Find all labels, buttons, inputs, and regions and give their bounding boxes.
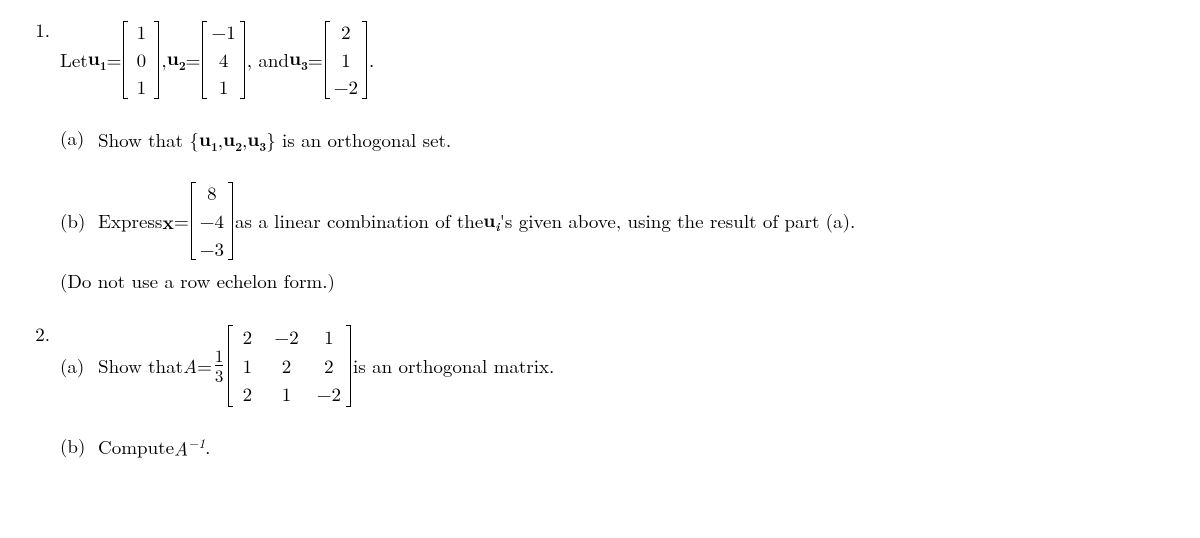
u2-2: 1: [215, 75, 233, 100]
q2b-dot: .: [205, 435, 210, 460]
A-20: 2: [238, 382, 256, 407]
q2b-text: Compute A−1 .: [98, 434, 1166, 461]
A-02: 1: [320, 325, 338, 350]
matrix-u2: −1 4 1: [202, 18, 244, 102]
q2-number: 2.: [14, 322, 60, 347]
A-21: 1: [278, 382, 296, 407]
q2b-t1: Compute: [98, 435, 174, 460]
x-0: 8: [203, 181, 221, 206]
matrix-A: 2 −2 1 1 2 2 2 1 −2: [228, 322, 351, 410]
q1-note: (Do not use a row echelon form.): [60, 269, 1166, 294]
q1b-t2: as a linear combination of the: [235, 209, 483, 234]
u1-1: 0: [132, 48, 150, 73]
q1-u1: u1: [88, 45, 107, 74]
q1a-u2: u2: [223, 126, 242, 155]
u3-1: 1: [337, 48, 355, 73]
q2b-label: (b): [60, 434, 98, 459]
eq2: =: [186, 48, 201, 73]
u3-0: 2: [337, 20, 355, 45]
eq3: =: [308, 48, 323, 73]
q2a-frac: 1 3: [215, 347, 224, 384]
q2-part-a: (a) Show that A = 1 3 2 −2 1 1 2: [60, 322, 554, 410]
eq: =: [107, 48, 122, 73]
matrix-x: 8 −4 −3: [191, 179, 233, 263]
q1-let: Let: [60, 48, 88, 73]
u3-2: −2: [334, 75, 358, 100]
A-11: 2: [278, 354, 296, 379]
q1-dot: .: [369, 48, 374, 73]
q1-body: Let u1 = 1 0 1 , u2 = −1 4: [60, 18, 1166, 294]
q2a-text: Show that A = 1 3 2 −2 1 1 2 2: [98, 322, 554, 410]
q2a-t1: Show that: [98, 354, 183, 379]
q1-note-text: (Do not use a row echelon form.): [60, 269, 335, 294]
q2a-label: (a): [60, 354, 98, 379]
A-10: 1: [238, 354, 256, 379]
u2-1: 4: [215, 48, 233, 73]
q1b-text: Express x = 8 −4 −3 as a linear combinat…: [98, 179, 1166, 263]
A-00: 2: [238, 325, 256, 350]
q1b-x: x: [162, 209, 174, 234]
A-01: −2: [274, 325, 298, 350]
q1a-u1: u1: [199, 126, 218, 155]
q1b-eq: =: [174, 209, 189, 234]
matrix-u1: 1 0 1: [123, 18, 159, 102]
q1a-label: (a): [60, 126, 98, 151]
u1-0: 1: [132, 20, 150, 45]
q1b-ui: ui: [483, 207, 499, 236]
q1a-t2: } is an orthogonal set.: [266, 128, 451, 153]
q2-part-b: (b) Compute A−1 .: [60, 434, 1166, 461]
q1a-u3: u3: [247, 126, 266, 155]
question-1: 1. Let u1 = 1 0 1 , u2 = −1: [14, 18, 1166, 294]
q2a-A: A: [183, 354, 197, 379]
question-2: 2. (a) Show that A = 1 3 2 −2 1: [14, 322, 1166, 461]
u2-0: −1: [211, 20, 235, 45]
A-12: 2: [320, 354, 338, 379]
q1-number: 1.: [14, 18, 60, 43]
q2b-A: A−1: [174, 434, 205, 461]
u1-2: 1: [132, 75, 150, 100]
A-22: −2: [317, 382, 341, 407]
q1-part-a: (a) Show that { u1 , u2 , u3 } is an ort…: [60, 126, 1166, 155]
q1a-text: Show that { u1 , u2 , u3 } is an orthogo…: [98, 126, 1166, 155]
q2a-eq: =: [197, 354, 212, 379]
q2a-t2: is an orthogonal matrix.: [353, 354, 554, 379]
q2-body: (a) Show that A = 1 3 2 −2 1 1 2: [60, 322, 1166, 461]
q1b-t1: Express: [98, 209, 162, 234]
frac-d: 3: [215, 365, 224, 384]
q1b-label: (b): [60, 209, 98, 234]
and: , and: [247, 48, 289, 73]
matrix-u3: 2 1 −2: [325, 18, 367, 102]
x-1: −4: [200, 209, 224, 234]
x-2: −3: [200, 237, 224, 262]
q1b-t3: 's given above, using the result of part…: [500, 209, 856, 234]
q1-u3: u3: [289, 45, 308, 74]
q1-part-b: (b) Express x = 8 −4 −3 as a linear comb…: [60, 179, 1166, 263]
q1a-t1: Show that {: [98, 128, 199, 153]
q1-stem: Let u1 = 1 0 1 , u2 = −1 4: [60, 18, 374, 102]
q1-u2: u2: [167, 45, 186, 74]
